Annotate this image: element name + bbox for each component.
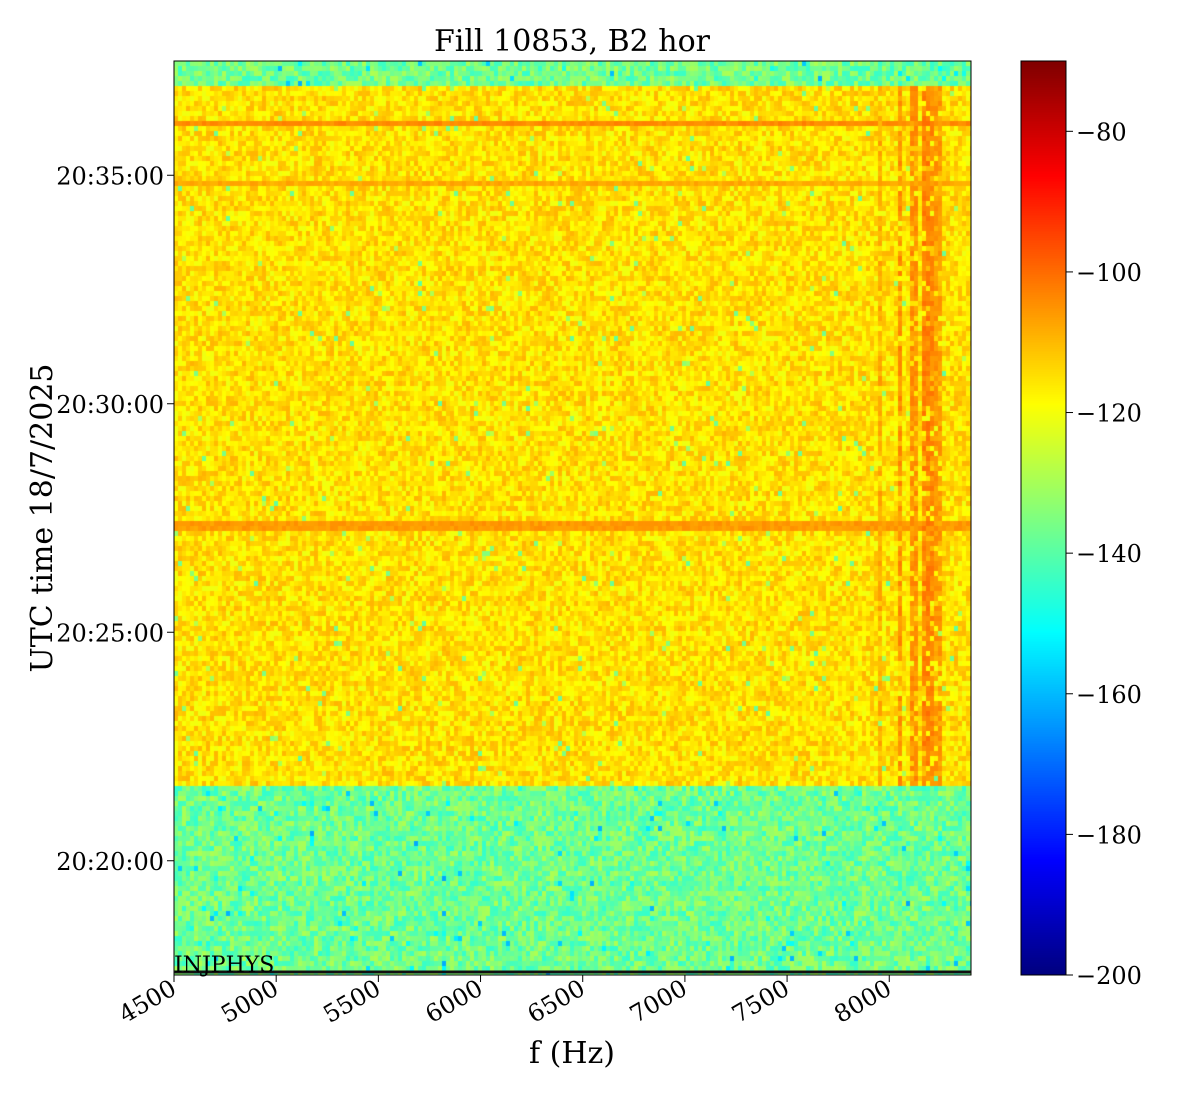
colorbar-tick-label: −180 — [1076, 821, 1142, 849]
colorbar-tick-label: −200 — [1076, 962, 1142, 990]
colorbar-tick-label: −100 — [1076, 259, 1142, 287]
x-tick-label: 7000 — [625, 974, 692, 1029]
x-tick-label: 6000 — [421, 974, 488, 1029]
x-tick-label: 7500 — [727, 974, 794, 1029]
colorbar-tick-label: −80 — [1076, 118, 1127, 146]
injphys-annotation: INJPHYS — [174, 953, 274, 978]
colorbar-tick-label: −140 — [1076, 540, 1142, 568]
y-axis-label: UTC time 18/7/2025 — [25, 364, 60, 673]
colorbar-ticks: −200 −180 −160 −140 −120 −100 −80 — [1066, 118, 1142, 990]
x-tick-label: 5500 — [318, 974, 385, 1029]
y-tick-label: 20:35:00 — [56, 162, 164, 190]
colorbar-frame — [1020, 60, 1067, 976]
colorbar-tick-label: −120 — [1076, 400, 1142, 428]
y-tick-label: 20:25:00 — [56, 619, 164, 647]
colorbar-tick-label: −160 — [1076, 681, 1142, 709]
y-axis-ticks: 20:20:00 20:25:00 20:30:00 20:35:00 — [56, 162, 174, 876]
x-axis-ticks: 4500 5000 5500 6000 6500 7000 7500 8000 — [114, 974, 896, 1029]
x-tick-label: 5000 — [216, 974, 283, 1029]
chart-title: Fill 10853, B2 hor — [434, 24, 711, 59]
plot-frame — [173, 60, 972, 976]
x-tick-label: 4500 — [114, 974, 181, 1029]
x-tick-label: 8000 — [829, 974, 896, 1029]
y-tick-label: 20:20:00 — [56, 848, 164, 876]
x-axis-label: f (Hz) — [529, 1036, 615, 1071]
x-tick-label: 6500 — [523, 974, 590, 1029]
colorbar-gradient — [1021, 61, 1066, 975]
y-tick-label: 20:30:00 — [56, 391, 164, 419]
spectrogram-heatmap — [174, 61, 971, 975]
